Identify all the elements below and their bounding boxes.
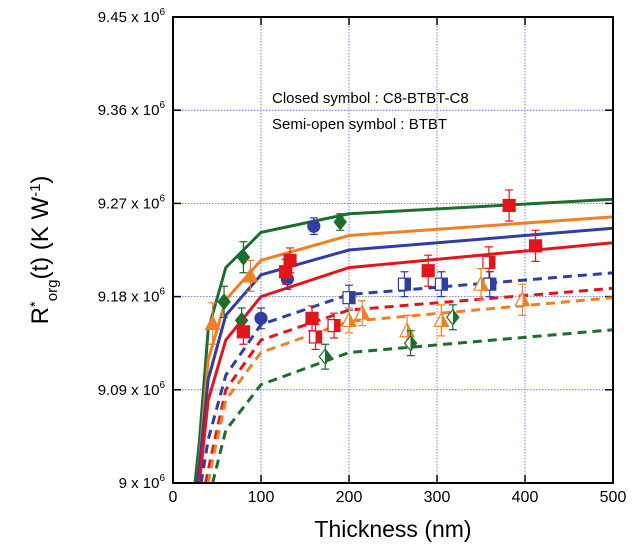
x-tick-label: 300 — [424, 489, 451, 506]
x-tick-label: 200 — [336, 489, 363, 506]
marker — [354, 304, 371, 320]
marker — [482, 255, 496, 270]
marker — [341, 311, 357, 328]
fit-line — [196, 226, 613, 483]
fit-line — [211, 328, 613, 483]
y-axis-title-part: -1 — [27, 184, 44, 197]
fit-line — [204, 286, 613, 483]
y-tick-label-exponent: 6 — [159, 287, 165, 298]
annotation: Semi-open symbol : BTBT — [272, 116, 447, 133]
marker — [242, 267, 259, 283]
y-tick-label-base: 9.36 x 10 — [98, 102, 160, 119]
plot-area — [193, 189, 613, 483]
y-tick-label: 9 x 106 — [119, 473, 166, 492]
annotation: Closed symbol : C8-BTBT-C8 — [272, 90, 469, 107]
marker — [305, 311, 319, 325]
x-axis-title: Thickness (nm) — [314, 516, 471, 542]
x-tick-label: 500 — [600, 489, 627, 506]
y-axis-title-part: ) — [27, 176, 54, 184]
y-tick-label-base: 9.45 x 10 — [98, 9, 160, 26]
y-tick-label: 9.18 x 106 — [98, 287, 166, 306]
x-tick-label: 100 — [248, 489, 275, 506]
marker — [236, 248, 251, 266]
marker — [434, 277, 448, 291]
marker — [421, 264, 435, 278]
y-tick-label-exponent: 6 — [159, 193, 165, 204]
marker — [514, 290, 531, 307]
y-tick-label: 9.09 x 106 — [98, 380, 166, 399]
marker — [433, 311, 450, 328]
y-axis-title-part: R — [27, 307, 54, 324]
y-tick-label: 9.45 x 106 — [98, 7, 166, 26]
y-tick-label-base: 9.18 x 10 — [98, 289, 160, 306]
fit-line — [193, 197, 613, 483]
y-axis-title-part: org — [44, 280, 61, 302]
y-axis-title-part: * — [27, 301, 44, 307]
y-tick-label-base: 9 x 10 — [119, 475, 160, 492]
x-tick-label: 0 — [169, 489, 178, 506]
marker — [217, 293, 231, 311]
y-tick-label: 9.27 x 106 — [98, 193, 166, 212]
marker — [342, 291, 356, 305]
marker — [283, 253, 297, 267]
marker — [473, 275, 489, 291]
marker — [236, 325, 250, 339]
marker — [502, 198, 516, 213]
marker — [327, 318, 341, 333]
marker — [307, 219, 321, 233]
marker — [318, 348, 333, 366]
plot-frame — [172, 16, 614, 484]
marker — [397, 277, 412, 291]
y-tick-label-exponent: 6 — [159, 473, 165, 484]
fit-line — [196, 215, 613, 483]
y-tick-label-exponent: 6 — [159, 380, 165, 391]
y-axis-title-part: (t) (K W — [27, 197, 54, 280]
marker — [446, 308, 460, 326]
y-tick-label-base: 9.27 x 10 — [98, 195, 160, 212]
y-tick-label-exponent: 6 — [159, 7, 165, 18]
fit-line — [199, 271, 613, 483]
y-tick-label-exponent: 6 — [159, 100, 165, 111]
marker — [308, 330, 323, 344]
marker — [528, 239, 543, 253]
y-axis-title: R*org(t) (K W-1) — [27, 176, 61, 325]
marker — [204, 314, 221, 331]
y-tick-label-base: 9.09 x 10 — [98, 382, 160, 399]
marker — [403, 334, 418, 352]
marker — [333, 213, 347, 231]
fit-line — [206, 296, 613, 483]
marker — [399, 321, 416, 338]
marker — [254, 311, 268, 325]
y-tick-label: 9.36 x 106 — [98, 100, 166, 119]
x-tick-label: 400 — [512, 489, 539, 506]
